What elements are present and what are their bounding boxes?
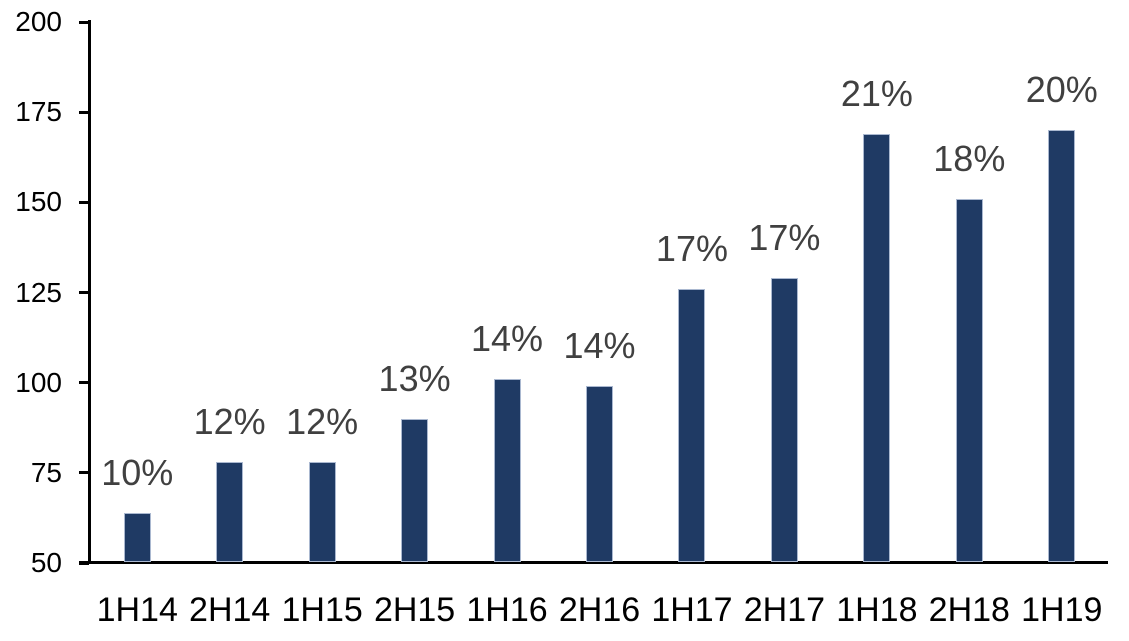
y-axis-line bbox=[88, 20, 91, 564]
bar-value-label: 17% bbox=[655, 227, 728, 269]
bar-value-label: 17% bbox=[748, 217, 821, 259]
x-tick-label: 2H15 bbox=[373, 591, 456, 629]
bar-2h18 bbox=[955, 198, 983, 562]
x-tick-label: 1H19 bbox=[1021, 591, 1103, 629]
bar-value-label: 18% bbox=[933, 137, 1006, 179]
y-tick-mark bbox=[79, 291, 89, 294]
y-tick-mark bbox=[79, 471, 89, 475]
x-tick-label: 2H14 bbox=[189, 591, 271, 629]
y-tick-label: 175 bbox=[15, 96, 62, 128]
bar-1h18 bbox=[863, 133, 891, 562]
y-tick-mark bbox=[79, 561, 89, 565]
y-tick-label: 200 bbox=[15, 6, 62, 37]
x-tick-label: 1H18 bbox=[836, 591, 918, 629]
bar-2h16 bbox=[586, 386, 613, 562]
bar-value-label: 12% bbox=[286, 401, 359, 442]
bar-value-label: 21% bbox=[840, 72, 913, 114]
bar-value-label: 14% bbox=[563, 325, 636, 367]
x-tick-label: 1H17 bbox=[651, 591, 733, 629]
bar-1h15 bbox=[308, 462, 336, 562]
y-tick-label: 100 bbox=[15, 366, 62, 398]
bar-value-label: 12% bbox=[193, 401, 266, 442]
bar-2h17 bbox=[770, 278, 798, 562]
bar-2h14 bbox=[216, 462, 244, 562]
x-tick-label: 1H15 bbox=[281, 591, 363, 629]
bar-1h14 bbox=[123, 512, 151, 562]
x-tick-label: 1H14 bbox=[96, 591, 178, 629]
x-tick-label: 2H16 bbox=[558, 591, 641, 629]
y-tick-mark bbox=[79, 110, 89, 114]
bar-1h17 bbox=[678, 288, 706, 562]
y-tick-mark bbox=[79, 20, 89, 24]
y-tick-mark bbox=[79, 381, 89, 385]
y-tick-label: 125 bbox=[15, 276, 62, 308]
y-tick-label: 75 bbox=[30, 456, 62, 488]
bar-2h15 bbox=[401, 418, 429, 562]
bar-value-label: 20% bbox=[1025, 69, 1098, 111]
x-tick-label: 2H18 bbox=[928, 591, 1010, 629]
bar-1h19 bbox=[1048, 130, 1076, 562]
y-tick-label: 50 bbox=[30, 547, 62, 578]
y-tick-label: 150 bbox=[15, 186, 62, 218]
bar-value-label: 14% bbox=[471, 318, 544, 360]
x-tick-label: 1H16 bbox=[466, 591, 548, 629]
x-axis-line bbox=[79, 561, 1108, 564]
y-tick-mark bbox=[79, 200, 89, 204]
bar-value-label: 13% bbox=[378, 357, 451, 399]
bar-1h16 bbox=[493, 379, 521, 562]
x-tick-label: 2H17 bbox=[743, 591, 826, 629]
bar-value-label: 10% bbox=[101, 451, 174, 493]
